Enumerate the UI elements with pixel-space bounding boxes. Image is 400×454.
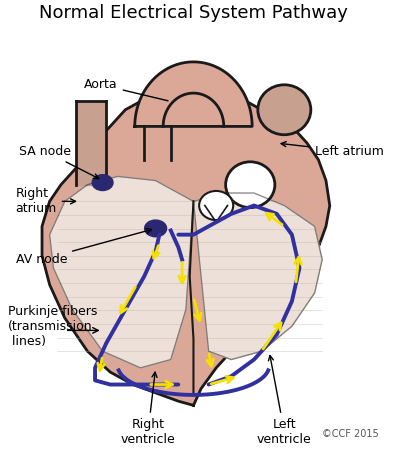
Ellipse shape [92,175,113,191]
Text: Right
ventricle: Right ventricle [121,372,176,446]
Polygon shape [42,81,330,405]
Text: SA node: SA node [19,145,99,178]
Polygon shape [135,62,252,126]
Text: ©CCF 2015: ©CCF 2015 [322,429,379,439]
Text: Left
ventricle: Left ventricle [257,355,312,446]
Text: Purkinje fibers
(transmission
 lines): Purkinje fibers (transmission lines) [8,306,97,348]
Ellipse shape [226,162,275,207]
Text: AV node: AV node [16,228,152,266]
Title: Normal Electrical System Pathway: Normal Electrical System Pathway [39,4,348,22]
Text: Right
atrium: Right atrium [16,188,76,215]
Ellipse shape [145,220,166,237]
Polygon shape [50,176,194,368]
Polygon shape [194,193,322,360]
Text: Aorta: Aorta [84,78,168,101]
Text: Left atrium: Left atrium [281,142,384,158]
Ellipse shape [258,85,311,135]
Ellipse shape [199,191,233,220]
